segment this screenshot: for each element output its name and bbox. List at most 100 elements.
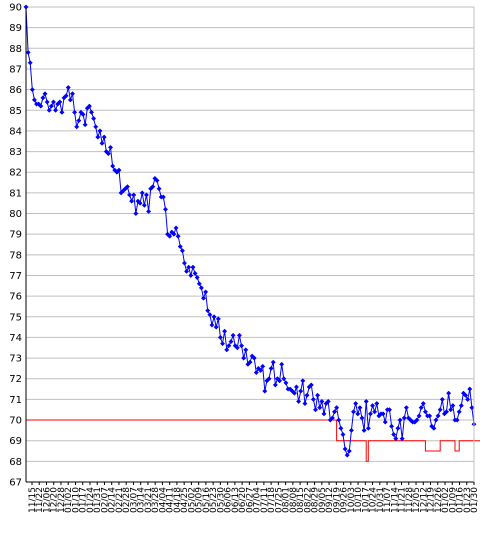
data-point [80,111,86,117]
data-point [389,423,395,429]
x-tick-label: 07/11 [260,487,270,513]
y-tick-label: 70 [9,416,22,427]
y-tick-label: 68 [9,457,22,468]
data-point [181,260,188,266]
data-point [211,314,217,320]
data-point [160,194,166,200]
x-tick-label: 04/04 [158,487,168,513]
data-point [260,363,266,369]
data-point [198,285,204,291]
x-tick-label: 01/02 [64,487,74,513]
y-tick-label: 81 [9,188,22,199]
data-point [219,341,226,347]
threshold-series [26,419,480,462]
data-point [357,405,363,411]
data-point [91,115,97,122]
data-point [99,140,105,146]
data-point [133,210,139,217]
data-point [29,87,35,93]
x-tick-label: 09/05 [318,487,328,513]
data-point [435,413,441,419]
data-point [321,411,327,417]
x-tick-label: 01/30 [470,487,480,513]
data-point [238,343,245,349]
x-tick-label: 09/26 [340,487,350,513]
x-tick-label: 08/29 [311,487,321,513]
data-point [422,409,428,415]
data-point [418,405,424,411]
data-point [416,413,422,419]
data-point [348,427,354,433]
data-point [350,409,357,415]
data-point [93,124,99,130]
data-point [331,409,338,415]
data-point [467,386,473,392]
data-point [340,431,346,438]
data-point [346,448,352,454]
data-point [367,411,374,417]
data-point [213,324,219,330]
data-point [469,405,475,411]
data-point [443,409,450,415]
data-point [139,190,145,196]
data-point [283,380,289,386]
data-point [359,415,365,421]
data-point [414,417,420,423]
x-tick-label: 10/03 [347,487,357,513]
data-point [310,396,316,402]
data-point [59,109,65,115]
data-point [224,347,230,353]
x-tick-label: 10/10 [354,487,364,513]
y-tick-label: 86 [9,85,22,96]
data-point [382,419,388,425]
x-tick-label: 03/07 [129,487,139,513]
data-point [243,347,249,353]
y-tick-label: 76 [9,292,22,303]
data-point [338,425,344,431]
data-point [374,400,380,407]
data-point [154,177,160,184]
data-point [167,233,173,239]
data-point [40,95,46,101]
y-tick-label: 73 [9,354,22,365]
data-point [63,93,69,99]
data-point [150,184,156,190]
x-tick-label: 08/22 [303,487,313,513]
data-point [293,384,300,390]
x-tick-label: 03/21 [144,487,154,513]
data-point [48,103,54,109]
data-point [25,49,31,55]
data-point [353,400,359,407]
data-point [222,328,228,334]
x-tick-label: 01/23 [463,487,473,513]
gridlines [26,6,474,483]
data-point [95,134,101,140]
y-tick-label: 88 [9,44,22,55]
x-tick-label: 04/18 [173,487,183,513]
data-point [342,446,348,452]
x-tick-label: 05/30 [216,487,226,513]
data-point [291,390,297,396]
data-point [399,436,405,442]
data-point [336,417,342,423]
x-tick-label: 05/23 [209,487,219,513]
x-tick-label: 11/28 [405,487,415,513]
data-point [266,376,272,382]
y-tick-label: 85 [9,106,22,117]
data-point [215,316,221,322]
y-tick-label: 79 [9,230,22,241]
data-point [317,405,323,411]
data-point [253,369,259,376]
data-point [184,268,190,274]
data-point [380,411,386,417]
x-tick-label: 12/05 [412,487,422,513]
x-tick-label: 11/14 [390,487,400,513]
x-tick-label: 10/24 [369,487,379,513]
x-tick-label: 09/12 [325,487,335,513]
data-point [315,392,321,398]
data-point [427,413,433,419]
data-point [143,192,150,198]
x-axis-tick-labels: 11/1511/2212/0612/2012/2801/0201/1001/17… [28,487,480,513]
data-point [205,308,211,314]
